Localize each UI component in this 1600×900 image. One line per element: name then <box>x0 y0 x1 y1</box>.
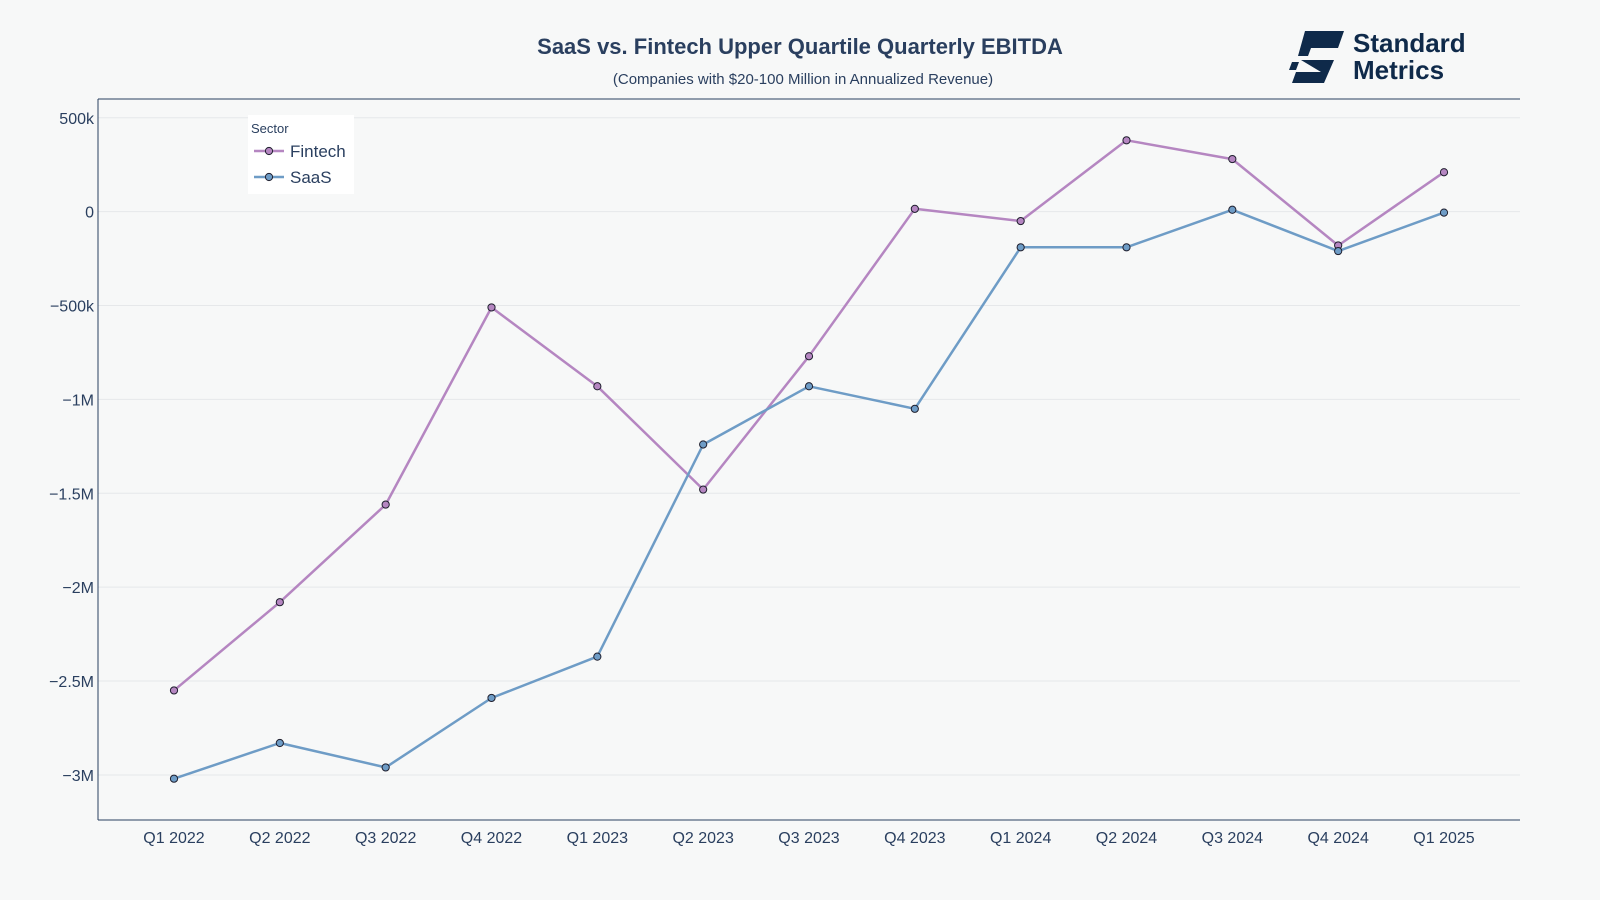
data-point-fintech <box>699 485 708 494</box>
data-point-saas <box>804 382 814 391</box>
legend: Sector Fintech SaaS <box>248 115 354 194</box>
x-tick-label: Q1 2025 <box>1413 830 1474 847</box>
series-line-saas <box>173 208 1445 780</box>
x-axis-ticks: Q1 2022 Q2 2022 Q3 2022 Q4 2022 Q1 2023 Q2 20… <box>143 830 1474 847</box>
data-point-fintech <box>487 303 496 312</box>
x-tick-label: Q4 2024 <box>1307 830 1368 847</box>
data-point-saas <box>910 404 919 413</box>
x-tick-label: Q1 2022 <box>143 830 204 847</box>
data-point-saas <box>699 440 708 449</box>
data-point-saas <box>275 738 284 748</box>
chart-subtitle: (Companies with $20-100 Million in Annua… <box>613 71 993 88</box>
data-point-fintech <box>1016 216 1025 226</box>
data-point-saas <box>1122 243 1131 252</box>
y-axis-ticks: 500k 0 −500k −1M −1.5M −2M −2.5M −3M <box>49 111 95 785</box>
gridlines <box>98 117 1520 776</box>
data-point-fintech <box>910 204 919 213</box>
series-lines <box>173 139 1445 780</box>
x-tick-label: Q2 2024 <box>1096 830 1157 847</box>
x-tick-label: Q1 2023 <box>567 830 628 847</box>
data-point-fintech <box>1439 168 1449 177</box>
legend-title: Sector <box>251 121 289 136</box>
legend-label-fintech: Fintech <box>290 142 346 161</box>
data-point-fintech <box>381 500 390 509</box>
data-point-saas <box>487 693 496 703</box>
legend-marker-fintech <box>264 146 274 156</box>
x-tick-label: Q2 2022 <box>249 830 310 847</box>
series-line-fintech <box>173 139 1445 692</box>
data-point-fintech <box>804 352 814 361</box>
standard-metrics-logo: Standard Metrics <box>1289 28 1466 85</box>
chart-title: SaaS vs. Fintech Upper Quartile Quarterl… <box>537 34 1063 59</box>
x-tick-label: Q1 2024 <box>990 830 1051 847</box>
data-point-saas <box>381 763 390 772</box>
y-tick-label: −2.5M <box>49 674 94 691</box>
x-tick-label: Q4 2023 <box>884 830 945 847</box>
x-tick-label: Q4 2022 <box>461 830 522 847</box>
logo-mark-icon <box>1289 31 1344 83</box>
data-point-saas <box>593 652 602 661</box>
x-tick-label: Q3 2024 <box>1202 830 1263 847</box>
logo-line1: Standard <box>1353 28 1466 58</box>
legend-box <box>248 115 354 194</box>
legend-label-saas: SaaS <box>290 168 332 187</box>
data-point-saas <box>1228 205 1237 214</box>
logo-line2: Metrics <box>1353 55 1444 85</box>
data-point-saas <box>1439 208 1449 217</box>
data-point-fintech <box>275 598 284 607</box>
x-tick-label: Q2 2023 <box>672 830 733 847</box>
data-point-fintech <box>1122 136 1131 145</box>
series-points <box>169 136 1449 783</box>
axes <box>97 98 1520 821</box>
data-point-saas <box>1016 243 1025 252</box>
x-tick-label: Q3 2022 <box>355 830 416 847</box>
y-tick-label: 0 <box>85 205 94 222</box>
data-point-saas <box>1334 246 1343 256</box>
data-point-fintech <box>1228 154 1237 164</box>
y-tick-label: −2M <box>62 580 94 597</box>
y-tick-label: 500k <box>59 111 95 128</box>
data-point-fintech <box>169 686 179 695</box>
y-tick-label: −1M <box>62 392 94 409</box>
data-point-saas <box>169 774 179 783</box>
y-tick-label: −3M <box>62 768 94 785</box>
y-tick-label: −500k <box>50 299 95 316</box>
legend-marker-saas <box>264 172 274 182</box>
data-point-fintech <box>593 382 602 391</box>
x-tick-label: Q3 2023 <box>778 830 839 847</box>
y-tick-label: −1.5M <box>49 486 94 503</box>
